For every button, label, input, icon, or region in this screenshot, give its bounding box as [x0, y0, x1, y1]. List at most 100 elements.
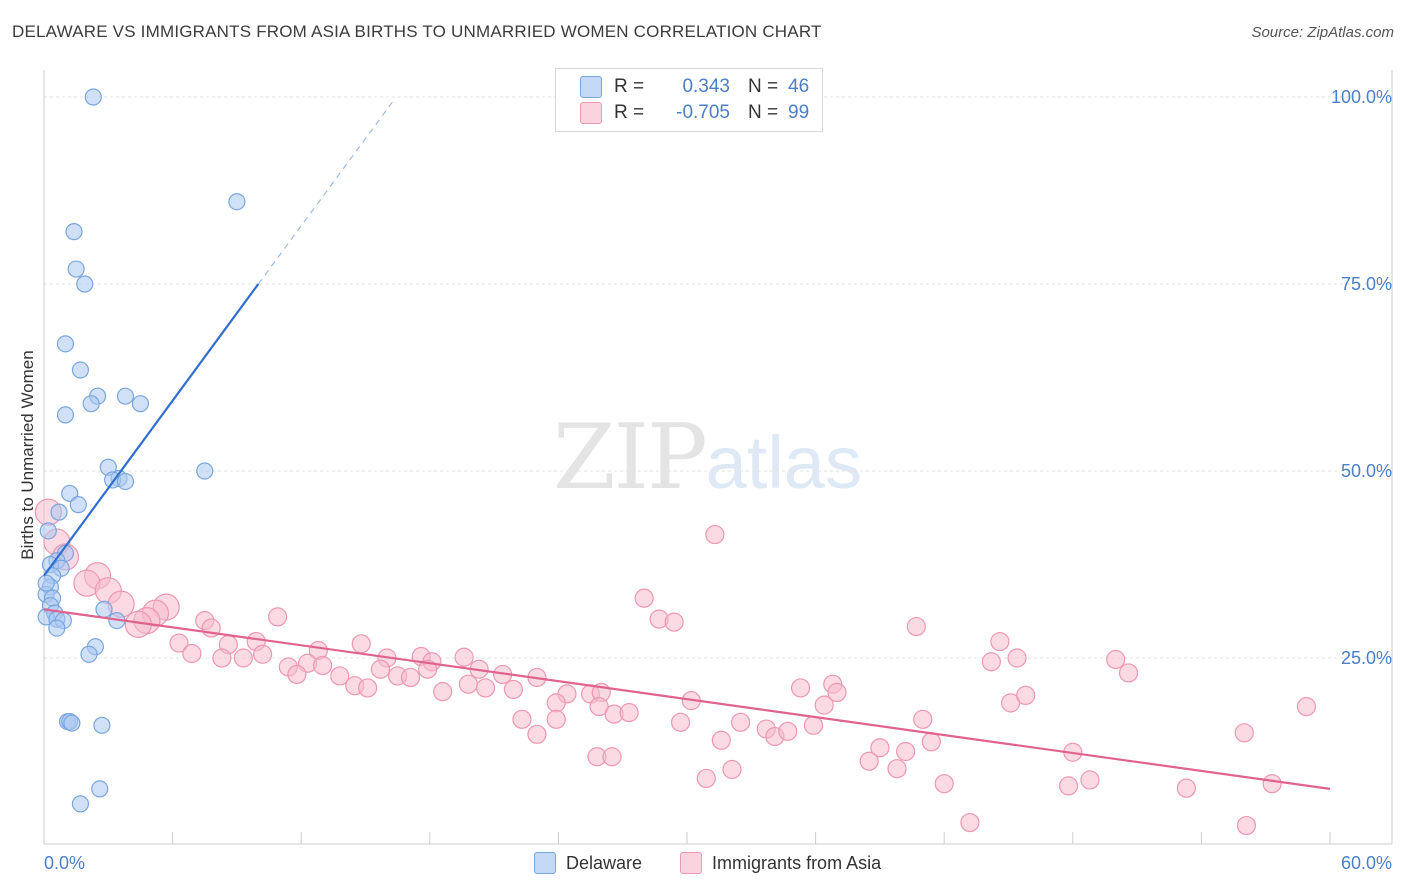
legend-n-value: 46	[788, 76, 810, 97]
delaware-point	[82, 395, 100, 413]
legend-item-delaware[interactable]: Delaware	[534, 852, 642, 874]
legend-r-value: 0.343	[682, 76, 730, 97]
delaware-point	[63, 714, 81, 732]
delaware-point	[91, 780, 109, 798]
delaware-point	[71, 361, 90, 379]
asia-point	[1262, 774, 1282, 794]
asia-point	[803, 715, 824, 735]
legend-r-value: -0.705	[676, 102, 730, 123]
asia-point	[990, 631, 1010, 652]
asia-point	[330, 666, 350, 686]
asia-point	[454, 647, 474, 667]
asia-point	[814, 695, 834, 715]
x-tick-label: 60.0%	[1341, 853, 1392, 873]
asia-point	[921, 732, 941, 752]
asia-point	[546, 709, 566, 729]
legend-n-value: 99	[788, 102, 810, 123]
asia-point	[711, 730, 731, 750]
delaware-point	[69, 496, 87, 514]
asia-point	[1176, 778, 1196, 798]
legend-swatch-asia	[680, 852, 703, 874]
asia-point	[512, 709, 532, 729]
watermark-atlas: atlas	[705, 421, 862, 504]
asia-point	[634, 588, 654, 608]
delaware-point	[80, 645, 98, 663]
asia-point	[896, 741, 916, 762]
delaware-point	[84, 88, 102, 106]
asia-point	[503, 679, 523, 700]
asia-point	[169, 633, 189, 653]
delaware-point	[131, 395, 150, 413]
legend-label-delaware: Delaware	[566, 852, 643, 873]
asia-point	[664, 612, 684, 632]
asia-point	[887, 759, 907, 779]
x-tick-label: 0.0%	[44, 853, 85, 873]
legend-r-label: R =	[614, 102, 645, 123]
asia-point	[705, 524, 725, 545]
asia-point	[730, 712, 751, 732]
delaware-point	[196, 462, 214, 480]
delaware-point	[37, 574, 55, 592]
asia-point	[418, 659, 438, 679]
asia-point	[602, 747, 622, 767]
delaware-point	[93, 716, 111, 734]
asia-point	[934, 774, 954, 794]
y-axis-label: Births to Unmarried Women	[18, 350, 37, 560]
y-tick-label: 25.0%	[1341, 648, 1392, 668]
delaware-point	[116, 472, 135, 491]
y-tick-label: 100.0%	[1331, 87, 1392, 107]
series-legend: Delaware Immigrants from Asia	[534, 852, 919, 874]
asia-point	[458, 674, 478, 694]
legend-label-asia: Immigrants from Asia	[712, 852, 882, 873]
legend-row-asia: R = -0.705 N = 99	[580, 101, 809, 125]
chart-title: DELAWARE VS IMMIGRANTS FROM ASIA BIRTHS …	[12, 22, 822, 41]
asia-point	[253, 644, 273, 664]
asia-point	[527, 724, 547, 744]
y-tick-label: 50.0%	[1341, 461, 1392, 481]
asia-point	[1016, 685, 1036, 706]
asia-point	[370, 659, 391, 679]
asia-point	[358, 678, 378, 698]
asia-point	[981, 652, 1001, 672]
delaware-trendline-extension	[257, 100, 394, 285]
asia-point	[778, 721, 798, 741]
asia-point	[351, 634, 371, 654]
source-label: Source: ZipAtlas.com	[1251, 24, 1394, 41]
asia-point	[1118, 663, 1139, 683]
watermark: ZIPatlas	[553, 405, 862, 510]
legend-swatch-asia	[580, 102, 602, 124]
y-tick-label: 75.0%	[1341, 274, 1392, 294]
asia-point	[960, 812, 980, 833]
asia-point	[1296, 697, 1317, 717]
asia-point	[546, 693, 566, 713]
delaware-point	[56, 406, 75, 424]
asia-point	[827, 682, 847, 703]
delaware-point	[76, 275, 94, 293]
asia-point	[233, 648, 253, 668]
stats-legend: R = 0.343 N = 46 R = -0.705 N = 99	[555, 68, 823, 132]
asia-point	[313, 655, 333, 676]
asia-point	[859, 751, 879, 771]
asia-point	[906, 616, 926, 637]
asia-point	[182, 643, 202, 664]
delaware-point	[116, 387, 135, 405]
asia-point	[433, 682, 453, 702]
asia-point	[1058, 776, 1079, 796]
asia-point	[1106, 649, 1126, 670]
legend-item-asia[interactable]: Immigrants from Asia	[680, 852, 881, 874]
watermark-zip: ZIP	[553, 405, 708, 510]
asia-point	[1080, 770, 1100, 790]
asia-point	[696, 768, 716, 789]
asia-point	[1234, 723, 1254, 743]
asia-point	[287, 664, 307, 685]
delaware-point	[71, 795, 90, 813]
delaware-point	[50, 503, 68, 521]
asia-point	[475, 678, 496, 698]
delaware-point	[39, 522, 57, 540]
asia-point	[870, 738, 890, 758]
delaware-point	[95, 600, 113, 618]
delaware-point	[56, 335, 75, 353]
legend-r-label: R =	[614, 76, 645, 97]
delaware-point	[48, 619, 66, 637]
